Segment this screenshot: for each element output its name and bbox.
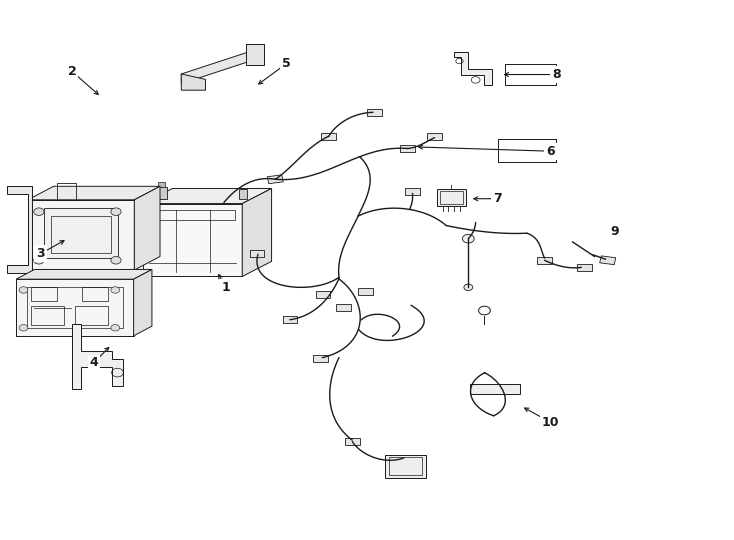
Polygon shape [134,186,160,270]
Text: 10: 10 [542,416,559,429]
Polygon shape [427,132,442,139]
Text: 9: 9 [611,225,619,238]
Polygon shape [358,288,373,295]
Polygon shape [181,74,206,90]
Polygon shape [577,264,592,271]
Text: 4: 4 [90,356,98,369]
Polygon shape [246,44,264,65]
Circle shape [464,284,473,291]
Text: 1: 1 [222,281,230,294]
Polygon shape [143,188,272,204]
Text: 8: 8 [552,68,561,81]
Bar [156,187,167,199]
Circle shape [34,208,44,215]
Circle shape [462,234,474,243]
Polygon shape [7,186,32,273]
Circle shape [111,325,120,331]
Polygon shape [134,269,152,336]
Bar [158,182,165,187]
Circle shape [34,256,44,264]
Polygon shape [181,50,255,84]
Text: 3: 3 [36,247,45,260]
Polygon shape [537,256,552,264]
Polygon shape [321,132,336,139]
Circle shape [111,256,121,264]
Polygon shape [437,189,466,206]
Circle shape [19,287,28,293]
Polygon shape [316,291,330,298]
Text: 2: 2 [68,65,76,78]
Polygon shape [242,188,272,276]
Polygon shape [283,316,297,323]
Text: 7: 7 [493,192,502,205]
Circle shape [111,208,121,215]
Polygon shape [470,384,520,394]
Polygon shape [16,279,134,336]
Polygon shape [143,204,242,276]
Polygon shape [367,109,382,116]
Polygon shape [336,304,351,311]
Circle shape [111,287,120,293]
Polygon shape [267,175,283,184]
Polygon shape [28,200,134,270]
Polygon shape [16,269,152,279]
Polygon shape [405,188,420,195]
Text: 5: 5 [282,57,291,70]
Polygon shape [454,52,492,85]
Text: 6: 6 [546,145,555,158]
Polygon shape [313,355,328,362]
Polygon shape [28,186,160,200]
Polygon shape [385,455,426,478]
Polygon shape [72,324,123,389]
Polygon shape [400,145,415,152]
Polygon shape [345,438,360,445]
Polygon shape [250,250,264,257]
Polygon shape [44,208,118,258]
Polygon shape [600,256,616,265]
Circle shape [19,325,28,331]
Bar [239,190,247,199]
